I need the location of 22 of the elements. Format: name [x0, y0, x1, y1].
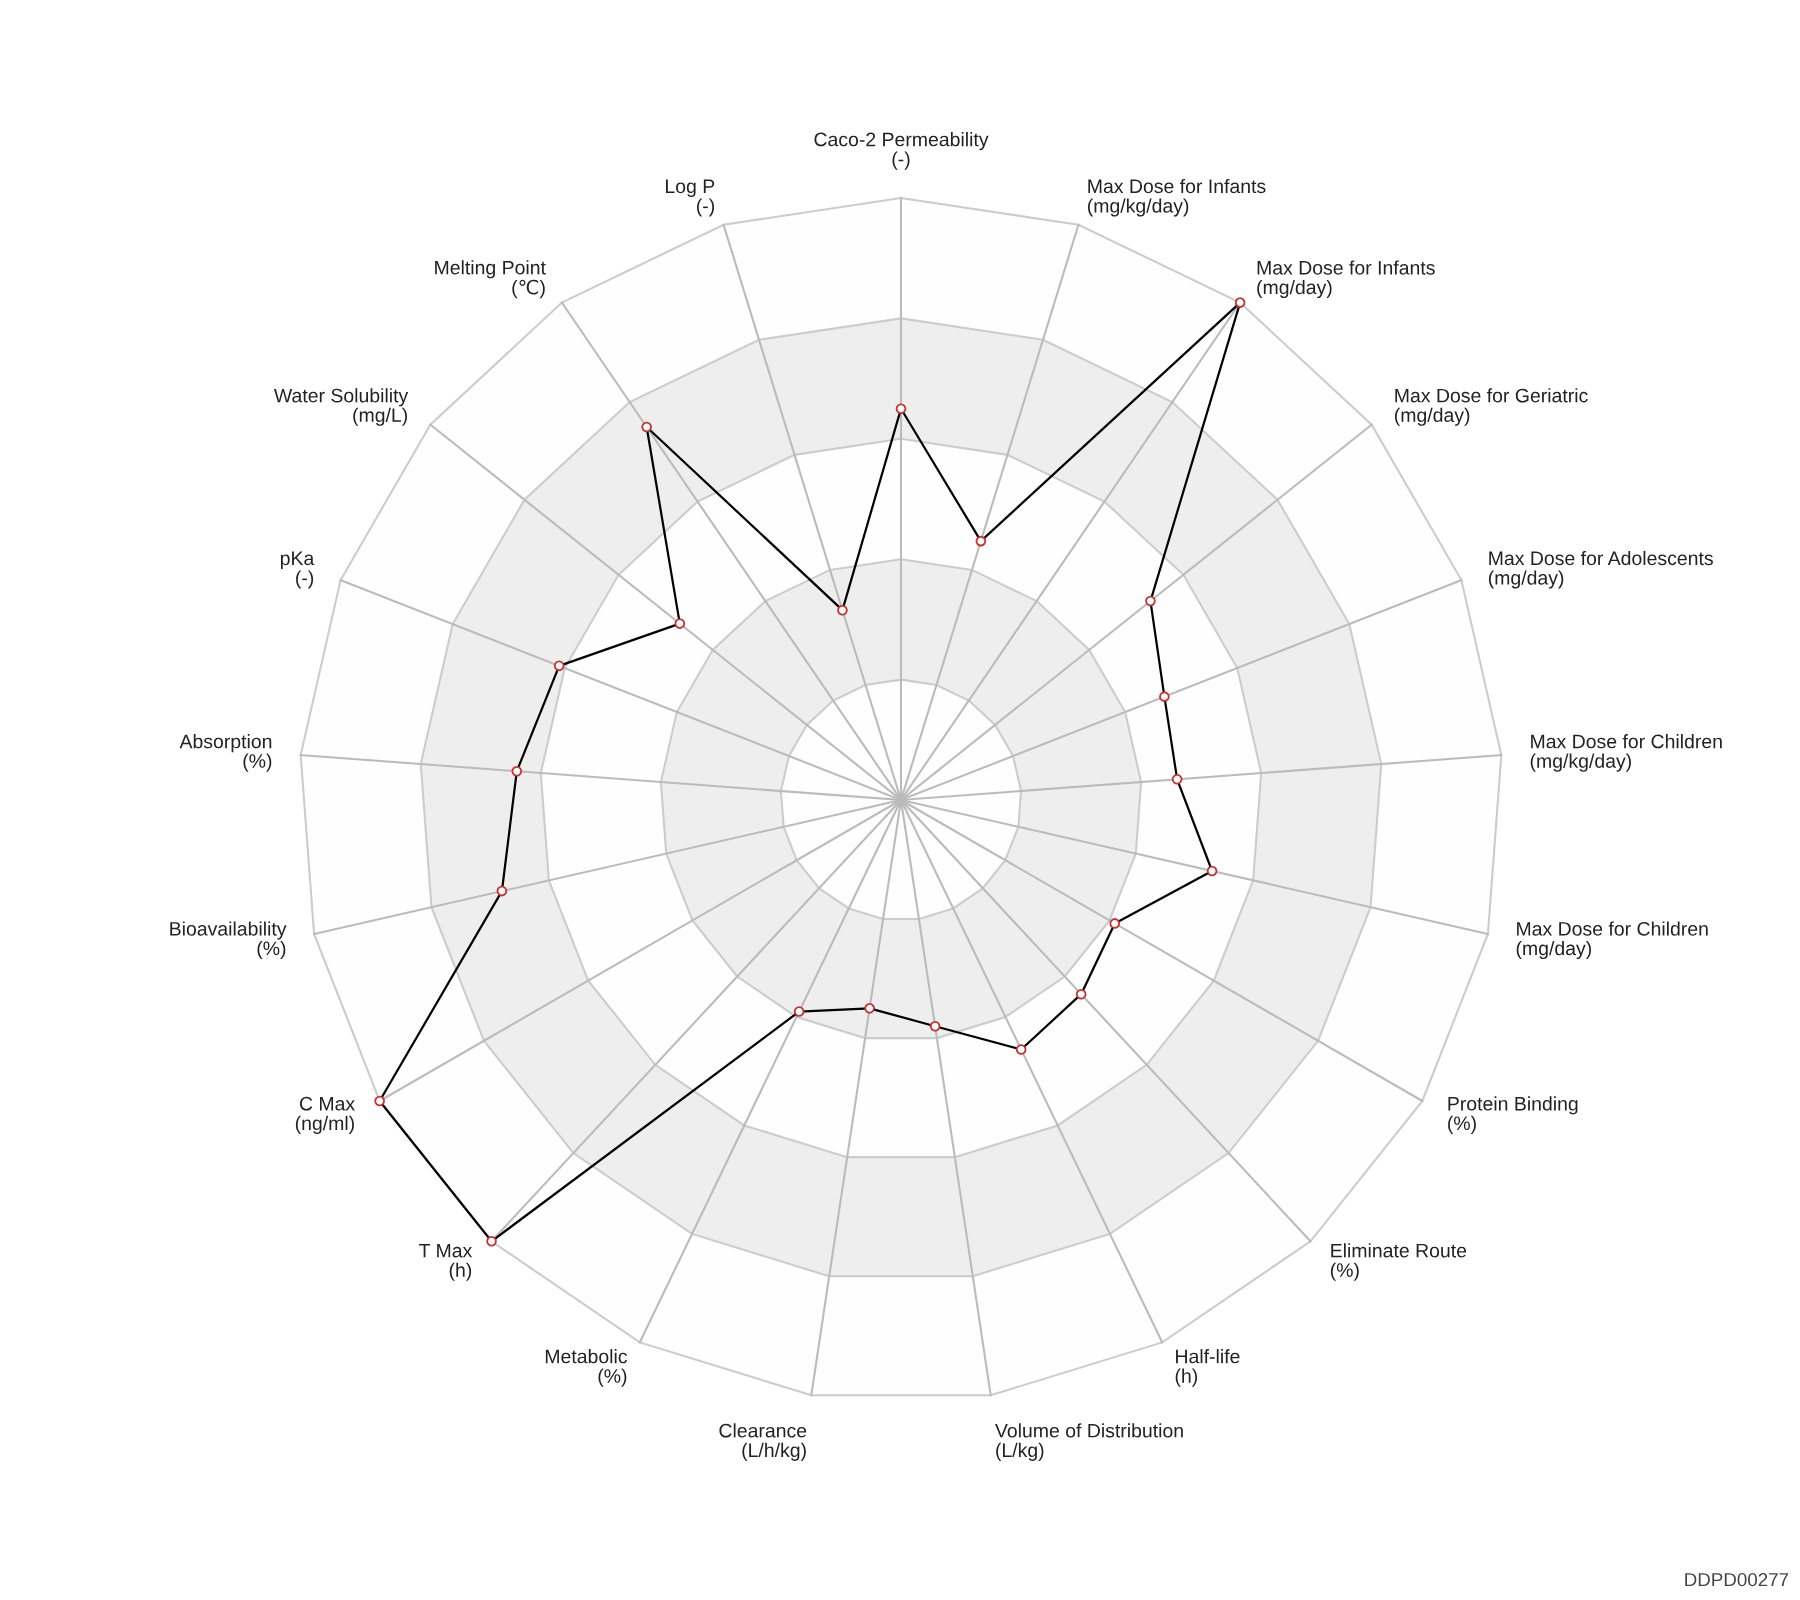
spoke-label: Max Dose for Children (mg/day)	[1516, 921, 1708, 960]
spoke-label: Clearance (L/h/kg)	[719, 1423, 807, 1461]
spoke-label: Protein Binding (%)	[1448, 1096, 1578, 1134]
text: DDPD00277	[1685, 1573, 1789, 1587]
spoke-label: Max Dose for Infants (mg/kg/day)	[1087, 178, 1266, 217]
spoke-label: Max Dose for Geriatric (mg/day)	[1394, 388, 1588, 426]
spoke-label: C Max (ng/ml)	[295, 1096, 355, 1134]
spoke-label: Max Dose for Children (mg/kg/day)	[1530, 734, 1722, 772]
spoke-label: Water Solubility (mg/L)	[273, 388, 409, 426]
spoke-label: Bioavailability (%)	[170, 921, 287, 960]
spoke-label: Eliminate Route (%)	[1330, 1243, 1467, 1281]
spoke-label: T Max (h)	[419, 1243, 473, 1281]
spoke-label: Half-life (h)	[1175, 1349, 1240, 1387]
spoke-label: pKa (-)	[280, 551, 315, 589]
spoke-label: Volume of Distribution (L/kg)	[995, 1423, 1183, 1461]
spoke-label: Absorption (%)	[179, 734, 272, 772]
spoke-label: Melting Point (℃)	[435, 260, 546, 299]
spoke-label: Caco-2 Permeability (-)	[814, 132, 989, 170]
spoke-label: Log P (-)	[666, 179, 715, 217]
spoke-label: Metabolic (%)	[545, 1349, 628, 1387]
spoke-label: Max Dose for Infants (mg/day)	[1257, 260, 1435, 299]
spoke-label: Max Dose for Adolescents (mg/day)	[1488, 550, 1713, 589]
